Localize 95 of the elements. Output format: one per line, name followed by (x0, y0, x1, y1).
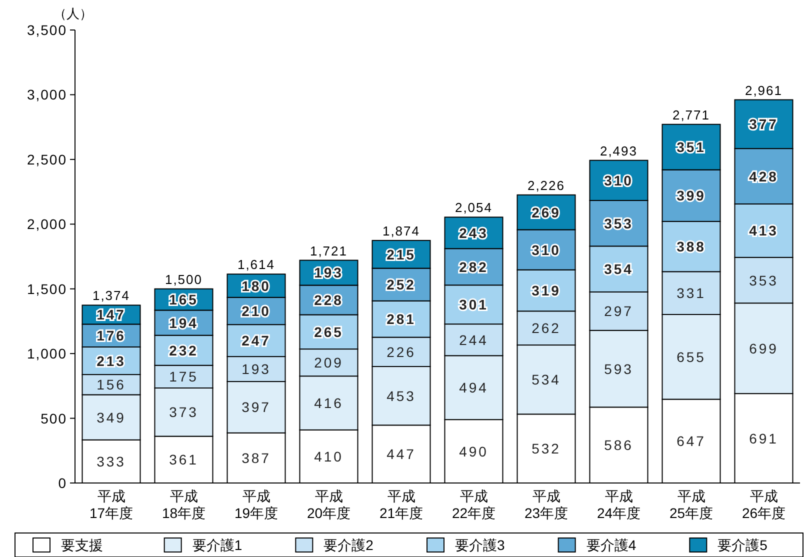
legend-label: 要介護2 (324, 537, 374, 553)
legend-label: 要介護5 (718, 537, 768, 553)
data-label: 353 (749, 272, 778, 288)
data-label: 413 (749, 222, 778, 239)
total-label: 1,374 (92, 288, 130, 304)
data-label: 226 (386, 344, 416, 360)
data-label: 331 (676, 285, 706, 302)
data-label: 428 (749, 168, 778, 184)
data-label: 319 (532, 282, 561, 298)
data-label: 252 (386, 276, 416, 293)
data-label: 215 (386, 246, 416, 262)
total-label: 1,721 (310, 243, 348, 258)
data-label: 691 (749, 430, 778, 446)
data-label: 194 (169, 314, 198, 331)
x-tick-label: 平成19年度 (234, 488, 278, 521)
legend-label: 要支援 (61, 537, 103, 553)
legend-label: 要介護4 (586, 537, 636, 553)
data-label: 655 (676, 348, 706, 365)
data-label: 232 (169, 342, 198, 358)
x-tick-label: 平成26年度 (742, 488, 786, 521)
data-label: 269 (532, 204, 561, 220)
total-label: 2,493 (600, 143, 638, 158)
data-label: 373 (169, 404, 198, 420)
y-tick-label: 3,500 (26, 22, 67, 38)
data-label: 262 (532, 320, 561, 336)
data-label: 281 (386, 311, 416, 328)
x-tick-label: 平成21年度 (379, 488, 424, 521)
total-label: 2,961 (744, 82, 783, 98)
y-tick-label: 0 (58, 475, 67, 491)
data-label: 410 (314, 448, 344, 464)
data-label: 349 (96, 409, 126, 426)
data-label: 265 (314, 324, 344, 340)
data-label: 301 (459, 296, 488, 313)
data-label: 297 (604, 303, 634, 320)
data-label: 176 (96, 328, 126, 344)
data-label: 447 (386, 446, 416, 462)
x-tick-label: 平成25年度 (669, 488, 714, 521)
total-label: 2,054 (454, 200, 493, 216)
data-label: 351 (676, 139, 706, 156)
data-label: 534 (532, 372, 561, 388)
data-label: 416 (314, 395, 344, 412)
y-tick-label: 1,000 (26, 346, 67, 362)
data-label: 156 (96, 376, 126, 393)
data-label: 532 (532, 440, 561, 457)
data-label: 228 (314, 292, 344, 308)
legend-label: 要介護3 (455, 537, 505, 553)
data-label: 175 (169, 368, 198, 385)
data-label: 361 (169, 452, 198, 468)
data-label: 333 (96, 453, 126, 470)
data-label: 387 (242, 450, 271, 466)
data-label: 699 (749, 340, 778, 356)
data-label: 147 (96, 306, 126, 323)
data-label: 193 (242, 361, 271, 378)
data-label: 193 (314, 264, 344, 281)
legend-label: 要介護1 (192, 537, 242, 553)
total-label: 1,614 (237, 257, 276, 272)
data-label: 247 (242, 332, 271, 349)
data-label: 353 (604, 215, 634, 232)
x-tick-label: 平成20年度 (306, 488, 351, 521)
data-label: 593 (604, 360, 634, 377)
x-tick-label: 平成17年度 (89, 488, 134, 521)
data-label: 165 (169, 292, 198, 308)
data-label: 397 (242, 399, 271, 416)
data-label: 282 (459, 258, 488, 275)
data-label: 213 (96, 352, 126, 369)
total-label: 1,500 (164, 272, 203, 287)
y-tick-label: 1,500 (26, 280, 67, 297)
y-tick-label: 3,000 (26, 86, 67, 103)
data-label: 647 (676, 433, 706, 450)
data-label: 354 (604, 261, 634, 278)
data-label: 377 (749, 116, 778, 132)
y-tick-label: 2,500 (26, 151, 67, 168)
data-label: 453 (386, 388, 416, 404)
data-label: 399 (676, 188, 706, 204)
data-label: 490 (459, 443, 488, 460)
x-tick-label: 平成18年度 (162, 488, 206, 521)
y-tick-label: 2,000 (26, 216, 67, 232)
y-axis-title: （人） (54, 6, 92, 21)
total-label: 2,771 (672, 107, 710, 122)
data-label: 388 (676, 238, 706, 255)
data-label: 310 (532, 242, 561, 258)
x-tick-label: 平成22年度 (452, 488, 496, 521)
data-label: 210 (242, 302, 271, 319)
data-label: 180 (242, 278, 271, 294)
data-label: 244 (459, 332, 488, 348)
total-label: 2,226 (527, 178, 566, 193)
x-tick-label: 平成23年度 (524, 488, 568, 521)
data-label: 310 (604, 172, 634, 188)
total-label: 1,874 (382, 223, 420, 238)
data-label: 209 (314, 354, 344, 371)
x-tick-label: 平成24年度 (596, 488, 641, 521)
data-label: 243 (459, 224, 488, 241)
data-label: 494 (459, 380, 488, 396)
y-tick-label: 500 (40, 410, 67, 426)
data-label: 586 (604, 437, 634, 454)
